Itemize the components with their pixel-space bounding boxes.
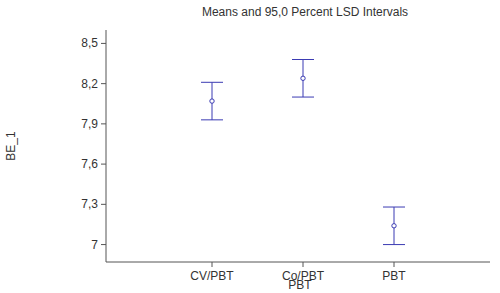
- chart-container: Means and 95,0 Percent LSD Intervals BE_1…: [0, 0, 500, 293]
- error-bar: [383, 207, 405, 245]
- x-tick-label: Co/PBT: [282, 269, 325, 283]
- chart-title: Means and 95,0 Percent LSD Intervals: [202, 5, 408, 19]
- x-axis-line: [106, 262, 490, 263]
- x-tick: [212, 262, 213, 267]
- y-tick-label: 7: [91, 238, 98, 252]
- y-tick-label: 8,2: [81, 77, 98, 91]
- y-tick: [101, 244, 106, 245]
- y-tick-label: 7,6: [81, 157, 98, 171]
- x-tick-label: CV/PBT: [190, 269, 234, 283]
- y-tick-label: 7,3: [81, 197, 98, 211]
- mean-marker: [210, 99, 214, 103]
- y-tick: [101, 83, 106, 84]
- mean-marker: [392, 224, 396, 228]
- x-tick-label: PBT: [382, 269, 406, 283]
- mean-marker: [301, 76, 305, 80]
- x-tick: [394, 262, 395, 267]
- y-tick-label: 7,9: [81, 117, 98, 131]
- x-tick: [303, 262, 304, 267]
- y-axis-line: [106, 30, 107, 262]
- y-axis-label: BE_1: [4, 131, 18, 161]
- y-tick: [101, 43, 106, 44]
- error-bar: [292, 60, 314, 98]
- error-bar: [201, 82, 223, 120]
- y-tick: [101, 164, 106, 165]
- plot-area: [201, 60, 405, 245]
- chart-svg: Means and 95,0 Percent LSD Intervals BE_1…: [0, 0, 500, 293]
- y-tick: [101, 123, 106, 124]
- y-tick-label: 8,5: [81, 36, 98, 50]
- y-tick: [101, 204, 106, 205]
